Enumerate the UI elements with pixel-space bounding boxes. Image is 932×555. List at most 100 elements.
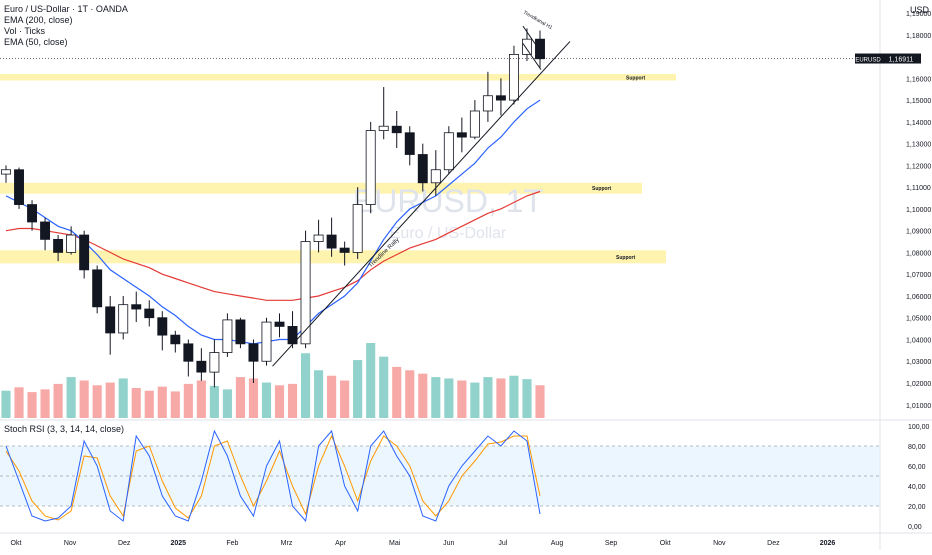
volume-bar — [157, 386, 167, 418]
price-tick-label: 1,13000 — [906, 142, 931, 149]
price-tick-label: 1,16000 — [906, 76, 931, 83]
oscillator-title[interactable]: Stoch RSI (3, 3, 14, 14, close) — [4, 424, 125, 434]
candle[interactable] — [196, 360, 207, 373]
trendline-rally[interactable] — [272, 41, 571, 367]
symbol-title[interactable]: Euro / US-Dollar · 1T · OANDA — [4, 4, 128, 14]
candle[interactable] — [14, 169, 24, 205]
candle[interactable] — [209, 352, 220, 373]
candle[interactable] — [53, 238, 64, 253]
candle[interactable] — [248, 343, 259, 362]
volume-bar — [53, 383, 63, 418]
candle[interactable] — [300, 241, 311, 345]
ema200-line[interactable] — [5, 190, 541, 301]
indicator-volume-label[interactable]: Vol · Ticks — [4, 26, 46, 36]
stoch-tick-label: 40,00 — [908, 484, 926, 491]
time-tick-label: Mrz — [281, 540, 293, 547]
candle[interactable] — [443, 132, 454, 171]
price-tick-label: 1,14000 — [906, 120, 931, 127]
candle[interactable] — [535, 38, 545, 60]
candle[interactable] — [1, 169, 11, 175]
last-price-badge-bg — [881, 53, 921, 64]
candle[interactable] — [274, 321, 285, 327]
candle[interactable] — [66, 234, 77, 253]
indicator-ema50-label[interactable]: EMA (50, close) — [4, 37, 68, 47]
volume-bar — [496, 378, 506, 418]
ema50-line[interactable] — [5, 99, 541, 345]
candle[interactable] — [365, 130, 376, 205]
candle[interactable] — [157, 317, 168, 336]
candle[interactable] — [378, 125, 389, 131]
candle[interactable] — [235, 319, 246, 345]
price-tick-label: 1,08000 — [906, 250, 931, 257]
volume-bar — [40, 389, 50, 418]
channel-upper-line[interactable] — [522, 25, 542, 53]
volume-bar — [483, 377, 493, 418]
candle[interactable] — [40, 221, 51, 240]
stoch-k-line[interactable] — [5, 429, 541, 523]
candle[interactable] — [495, 95, 506, 101]
candle[interactable] — [326, 234, 337, 249]
volume-bar — [535, 385, 545, 418]
time-tick-label: Mai — [389, 540, 401, 547]
volume-bar — [261, 382, 272, 418]
candle[interactable] — [404, 132, 415, 155]
candle[interactable] — [391, 125, 402, 134]
volume-bar — [79, 380, 89, 418]
price-tick-label: 1,11000 — [906, 185, 931, 192]
candle[interactable] — [144, 308, 155, 319]
symbol-badge-bg — [855, 53, 881, 64]
candle[interactable] — [131, 304, 142, 310]
support-zone[interactable] — [0, 73, 676, 81]
time-tick-label: Jul — [498, 540, 507, 547]
stoch-d-line[interactable] — [5, 434, 541, 521]
candle[interactable] — [456, 132, 467, 138]
price-tick-label: 1,12000 — [906, 163, 931, 170]
volume-bar — [196, 380, 206, 418]
volume-bar — [66, 377, 76, 418]
time-tick-label: Dez — [767, 540, 780, 547]
price-tick-label: 1,03000 — [906, 359, 931, 366]
candle[interactable] — [339, 247, 350, 253]
volume-bar — [274, 385, 285, 418]
candle[interactable] — [469, 110, 480, 138]
candle[interactable] — [222, 319, 233, 353]
candle[interactable] — [261, 321, 272, 362]
volume-bar — [27, 392, 37, 418]
candle[interactable] — [183, 343, 194, 362]
candle[interactable] — [482, 95, 493, 112]
price-tick-label: 1,02000 — [906, 381, 931, 388]
support-zone[interactable] — [0, 250, 666, 264]
candle[interactable] — [105, 306, 116, 334]
volume-bar — [105, 382, 115, 418]
volume-bar — [92, 385, 102, 418]
candle[interactable] — [352, 204, 363, 253]
candle[interactable] — [27, 204, 38, 223]
candle[interactable] — [522, 38, 532, 55]
candle[interactable] — [417, 154, 428, 184]
indicator-ema200-label[interactable]: EMA (200, close) — [4, 15, 73, 25]
channel-lower-line[interactable] — [522, 43, 542, 70]
support-zone[interactable] — [0, 182, 642, 194]
currency-label[interactable]: USD — [910, 5, 930, 15]
candle[interactable] — [170, 334, 181, 345]
candle[interactable] — [508, 54, 519, 101]
time-tick-label: Nov — [713, 540, 726, 547]
candle[interactable] — [92, 269, 103, 308]
volume-bar — [248, 378, 259, 418]
symbol-badge: EURUSD — [855, 58, 881, 64]
volume-bar — [183, 383, 193, 418]
time-tick-label: 2026 — [820, 540, 836, 547]
volume-bar — [405, 370, 415, 418]
candle[interactable] — [79, 234, 90, 271]
price-tick-label: 1,15000 — [906, 98, 931, 105]
stoch-tick-label: 20,00 — [908, 504, 926, 511]
volume-bar — [522, 379, 532, 418]
candle[interactable] — [430, 169, 441, 184]
candle[interactable] — [313, 234, 324, 242]
candle[interactable] — [118, 304, 129, 334]
volume-bar — [131, 388, 141, 418]
price-tick-label: 1,10000 — [906, 207, 931, 214]
volume-bar — [287, 383, 298, 418]
